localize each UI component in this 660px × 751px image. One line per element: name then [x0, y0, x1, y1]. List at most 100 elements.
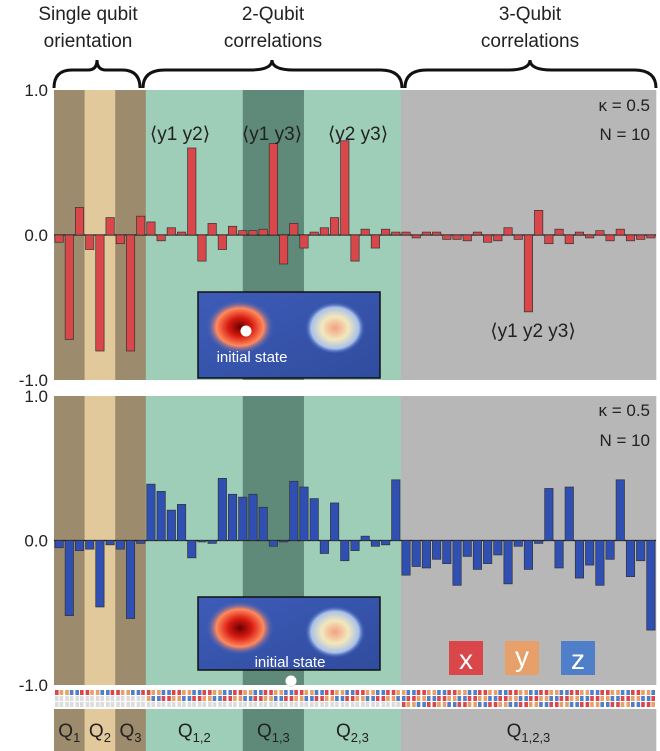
strip-cell	[575, 690, 579, 695]
strip-cell	[259, 690, 263, 695]
strip-cell	[151, 696, 156, 701]
n-label-bottom: N = 10	[599, 431, 650, 450]
strip-cell	[340, 690, 345, 695]
strip-cell	[208, 690, 212, 695]
strip-cell	[197, 690, 202, 695]
strip-cell	[630, 690, 635, 695]
legend: x y z	[449, 641, 595, 675]
strip-cell	[167, 702, 171, 707]
strip-cell	[197, 696, 202, 701]
strip-cell	[253, 690, 258, 695]
strip-cell	[212, 696, 217, 701]
strip-cell	[120, 702, 125, 707]
strip-cell	[605, 690, 610, 695]
strip-cell	[554, 702, 559, 707]
bar	[177, 231, 187, 236]
strip-cell	[120, 690, 125, 695]
legend-x-box	[449, 641, 483, 675]
bar	[544, 234, 554, 245]
strip-cell	[559, 690, 564, 695]
strip-cell	[412, 696, 416, 701]
strip-cell	[493, 696, 498, 701]
strip-cell	[146, 696, 151, 701]
bar	[462, 540, 472, 557]
strip-cell	[463, 690, 467, 695]
strip-cell	[488, 696, 492, 701]
bar	[523, 540, 533, 570]
qubit-group-label: Q2	[89, 721, 111, 745]
strip-cell	[171, 702, 176, 707]
strip-cell	[187, 696, 192, 701]
strip-cell	[585, 702, 590, 707]
strip-cell	[90, 696, 94, 701]
strip-cell	[518, 690, 523, 695]
strip-cell	[483, 690, 488, 695]
bar	[125, 540, 136, 619]
bar	[381, 540, 391, 546]
bar	[636, 540, 646, 562]
strip-cell	[426, 690, 431, 695]
strip-cell	[100, 696, 105, 701]
strip-cell	[106, 702, 110, 707]
strip-cell	[401, 702, 406, 707]
strip-cell	[80, 702, 84, 707]
bar	[136, 215, 146, 236]
strip-cell	[182, 702, 186, 707]
strip-cell	[396, 690, 400, 695]
strip-cell	[284, 690, 288, 695]
strip-cell	[595, 690, 600, 695]
bar	[381, 228, 391, 236]
strip-cell	[534, 702, 539, 707]
bar	[289, 223, 299, 236]
strip-cell	[330, 696, 335, 701]
strip-cell	[59, 696, 64, 701]
strip-cell	[182, 690, 186, 695]
strip-cell	[539, 702, 543, 707]
strip-cell	[233, 690, 237, 695]
strip-cell	[197, 702, 202, 707]
strip-cell	[416, 696, 421, 701]
strip-cell	[146, 690, 151, 695]
bar	[513, 234, 523, 240]
strip-cell	[269, 696, 273, 701]
strip-cell	[641, 696, 645, 701]
strip-cell	[426, 696, 431, 701]
strip-cell	[233, 702, 237, 707]
strip-cell	[248, 696, 253, 701]
bar	[330, 502, 340, 541]
bar	[401, 540, 411, 576]
strip-cell	[75, 696, 80, 701]
strip-cell	[514, 702, 518, 707]
initial-state-marker-bottom	[285, 675, 297, 687]
strip-cell	[126, 696, 131, 701]
strip-cell	[263, 702, 268, 707]
legend-y-label: y	[515, 641, 529, 672]
bar	[564, 234, 574, 245]
bar	[309, 498, 319, 541]
strip-cell	[350, 696, 355, 701]
bar	[156, 491, 166, 541]
strip-cell	[126, 690, 131, 695]
bar	[268, 540, 278, 547]
qubit-group-label: Q3	[120, 721, 142, 745]
strip-cell	[228, 696, 233, 701]
strip-cell	[253, 696, 258, 701]
strip-cell	[524, 696, 528, 701]
strip-cell	[151, 702, 156, 707]
strip-cell	[544, 696, 549, 701]
strip-cell	[253, 702, 258, 707]
strip-cell	[335, 690, 339, 695]
strip-cell	[320, 690, 324, 695]
strip-cell	[182, 696, 186, 701]
bar	[421, 540, 431, 569]
strip-cell	[401, 690, 406, 695]
strip-cell	[55, 702, 59, 707]
strip-cell	[294, 696, 298, 701]
strip-cell	[463, 696, 467, 701]
strip-cell	[381, 690, 386, 695]
strip-cell	[69, 690, 74, 695]
strip-cell	[626, 702, 630, 707]
strip-cell	[314, 702, 319, 707]
initial-state-label-bottom: initial state	[255, 654, 326, 671]
